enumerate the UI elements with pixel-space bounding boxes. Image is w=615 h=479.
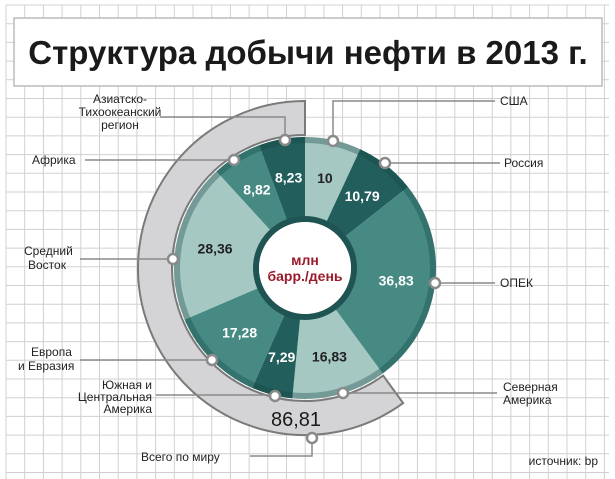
slice-value-label: 10,79 <box>345 188 380 204</box>
total-label: Всего по миру <box>141 450 220 464</box>
label-apac-2: Тихоокеанский <box>79 105 162 119</box>
slice-1 <box>305 137 361 227</box>
label-north-america-2: Америка <box>503 393 552 407</box>
leader-lines <box>80 100 500 457</box>
slice-value-label: 7,29 <box>268 349 295 365</box>
label-north-america-1: Северная <box>503 380 558 394</box>
label-south-america-3: Америка <box>104 402 153 416</box>
label-south-america-1: Южная и <box>102 378 152 392</box>
title-box <box>13 17 603 87</box>
slice-2 <box>324 149 408 240</box>
label-usa: США <box>500 94 528 108</box>
label-middle-east-2: Восток <box>28 258 67 272</box>
slice-7 <box>173 171 274 320</box>
slice-value-label: 36,83 <box>379 272 414 288</box>
center-hole <box>259 222 351 314</box>
slice-8 <box>216 145 289 235</box>
slice-value-label: 8,23 <box>275 169 302 185</box>
unit-label-line2: барр./день <box>267 268 342 284</box>
label-africa: Африка <box>32 153 76 167</box>
label-europe-2: и Евразия <box>18 359 74 373</box>
slice-value-label: 28,36 <box>198 241 233 257</box>
inner-rim <box>253 216 357 320</box>
label-russia: Россия <box>504 156 543 170</box>
leader-dots <box>166 133 442 445</box>
slice-value-label: 17,28 <box>222 325 257 341</box>
slice-5 <box>252 310 301 399</box>
label-south-america-2: Центральная <box>78 390 152 404</box>
total-value: 86,81 <box>271 409 321 431</box>
slice-6 <box>184 286 287 388</box>
chart-title: Структура добычи нефти в 2013 г. <box>28 34 587 71</box>
total-ring <box>137 99 405 436</box>
label-europe-1: Европа <box>31 345 72 359</box>
slice-value-label: 8,82 <box>243 182 270 198</box>
label-middle-east-1: Средний <box>24 244 73 258</box>
label-opec: ОПЕК <box>500 276 533 290</box>
unit-label-line1: млн <box>291 252 319 268</box>
slice-3 <box>332 187 436 374</box>
slice-value-label: 10 <box>317 170 333 186</box>
slice-4 <box>292 305 383 400</box>
label-apac-3: регион <box>101 118 139 132</box>
label-apac-1: Азиатско- <box>93 92 147 106</box>
outer-rim <box>174 137 436 399</box>
source-label: источник: bp <box>529 454 599 468</box>
slice-9 <box>259 137 305 225</box>
slice-value-label: 16,83 <box>312 349 347 365</box>
